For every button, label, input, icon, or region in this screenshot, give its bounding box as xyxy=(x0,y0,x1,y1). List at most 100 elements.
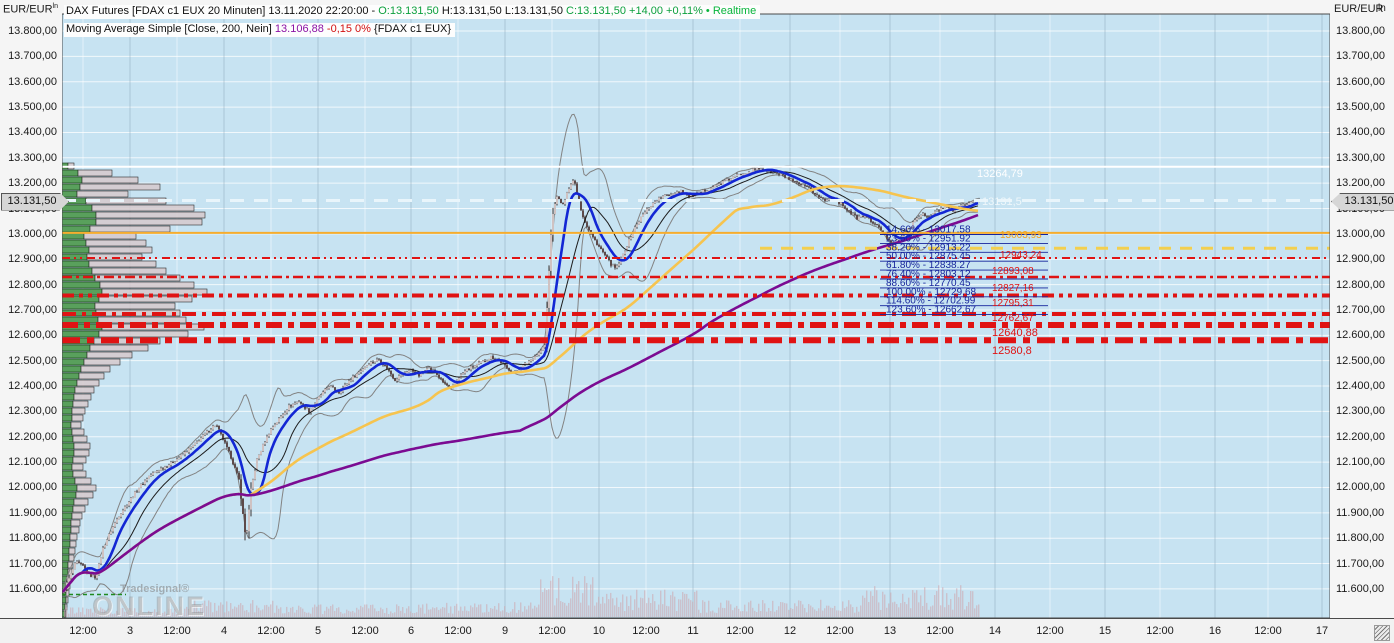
current-price-tag: 13.131,50 xyxy=(1331,192,1394,211)
header-token: DAX Futures [FDAX c1 EUX 20 Minuten] 13.… xyxy=(66,5,379,17)
header-token: L:13.131,50 xyxy=(504,5,567,17)
price-axis-label: 13.600,00 xyxy=(1336,75,1385,88)
price-axis-label: 13.800,00 xyxy=(1336,25,1385,37)
time-axis-label: 12:00 xyxy=(163,625,191,637)
price-axis-label: 12.300,00 xyxy=(1336,405,1385,418)
header-token: O:13.131,50 xyxy=(378,5,442,17)
time-axis-label: 11 xyxy=(687,625,699,637)
fibonacci-level-label: 114.60% - 12702.99 xyxy=(886,296,976,307)
price-axis-label: 12.700,00 xyxy=(1336,303,1385,316)
price-axis-label: 13.700,00 xyxy=(8,50,57,63)
price-axis-label: 12.400,00 xyxy=(8,380,57,393)
level-price-label: 13131,5 xyxy=(982,196,1022,208)
price-axis-label: 12.800,00 xyxy=(1336,278,1385,291)
time-axis-label: 12:00 xyxy=(1036,625,1064,637)
fibonacci-level-label: 123.60% - 12662.67 xyxy=(886,305,977,316)
price-axis-label: 12.000,00 xyxy=(1336,481,1385,494)
time-axis-label: 10 xyxy=(592,625,606,637)
level-price-label: 12943,24 xyxy=(1000,250,1042,261)
price-axis-label: 12.700,00 xyxy=(8,303,57,316)
price-axis-label: 13.000,00 xyxy=(8,227,57,240)
time-axis-label: 16 xyxy=(1208,625,1222,637)
price-axis-label: 12.500,00 xyxy=(8,354,57,367)
header-token: Moving Average Simple [Close, 200, Nein] xyxy=(66,23,275,35)
fibonacci-level-label: 23.60% - 12951.92 xyxy=(886,233,971,244)
fibonacci-level-label: 38.20% - 12913.22 xyxy=(886,242,971,253)
time-axis-label: 12:00 xyxy=(351,625,379,637)
time-axis-label: 3 xyxy=(126,625,134,637)
price-axis-label: 11.900,00 xyxy=(8,506,57,519)
price-axis-title: EUR/EUR xyxy=(1334,3,1384,15)
price-axis-label: 13.200,00 xyxy=(1336,177,1385,190)
time-axis-label: 12:00 xyxy=(69,625,97,637)
chart-properties-icon[interactable] xyxy=(1374,625,1390,641)
price-axis-label: 13.600,00 xyxy=(8,75,57,88)
price-axis-label: 13.000,00 xyxy=(1336,227,1385,240)
time-axis-label: 12:00 xyxy=(444,625,472,637)
fibonacci-level-label: 88.60% - 12770.45 xyxy=(886,278,971,289)
time-axis-label: 12:00 xyxy=(826,625,854,637)
price-axis-label: 12.200,00 xyxy=(1336,430,1385,443)
time-axis-label: 15 xyxy=(1098,625,1112,637)
header-token: 13.106,88 xyxy=(274,23,327,35)
price-axis-label: 13.200,00 xyxy=(8,177,57,190)
time-axis-label: 12:00 xyxy=(257,625,285,637)
time-axis-label: 12:00 xyxy=(538,625,566,637)
header-token: {FDAX c1 EUX} xyxy=(374,23,452,35)
level-price-label: 12640,88 xyxy=(992,327,1038,339)
time-axis-label: 12 xyxy=(783,625,797,637)
header-token: -0,15 0% xyxy=(326,23,375,35)
price-axis-right[interactable]: EUR/EUR 13.800,00 13.700,00 13.600,00 13.50… xyxy=(1330,0,1394,618)
time-axis-label: 13 xyxy=(883,625,897,637)
time-axis-label: 12:00 xyxy=(726,625,754,637)
time-axis-label: 5 xyxy=(314,625,322,637)
header-token: H:13.131,50 xyxy=(441,5,505,17)
time-axis-label: 12:00 xyxy=(632,625,660,637)
price-axis-label: 13.300,00 xyxy=(8,151,57,164)
time-axis[interactable]: 12:00 3 12:00 4 12:00 5 12:00 6 12:00 9 12:00 10 12:… xyxy=(0,618,1394,643)
header-token: • Realtime xyxy=(705,5,757,17)
price-axis-label: 13.300,00 xyxy=(1336,151,1385,164)
price-axis-label: 12.800,00 xyxy=(8,278,57,291)
price-axis-label: 11.800,00 xyxy=(1336,532,1385,545)
fibonacci-level-label: 14.60% - 13017.58 xyxy=(886,225,971,236)
price-axis-label: 11.600,00 xyxy=(1336,582,1385,595)
level-price-label: 13264,79 xyxy=(977,168,1023,180)
price-axis-label: 12.000,00 xyxy=(8,481,57,494)
level-price-label: 12893,08 xyxy=(992,266,1034,277)
header-token: C:13.131,50 xyxy=(566,5,630,17)
price-axis-title: EUR/EURln xyxy=(3,3,58,16)
level-price-label: 13003,93 xyxy=(1000,230,1042,241)
price-axis-left[interactable]: EUR/EURln 13.800,00 13.700,00 13.600,00 13.… xyxy=(0,0,62,618)
price-axis-label: 12.200,00 xyxy=(8,430,57,443)
price-axis-label: 12.500,00 xyxy=(1336,354,1385,367)
price-axis-label: 12.100,00 xyxy=(8,456,57,469)
instrument-ohlc-line: DAX Futures [FDAX c1 EUX 20 Minuten] 13.… xyxy=(64,5,761,19)
header-token: +0,11% xyxy=(666,5,706,17)
indicator-line: Moving Average Simple [Close, 200, Nein]… xyxy=(64,23,456,37)
price-axis-label: 12.100,00 xyxy=(1336,456,1385,469)
price-axis-label: 11.900,00 xyxy=(1336,506,1385,519)
price-axis-label: 12.900,00 xyxy=(1336,253,1385,266)
time-axis-label: 14 xyxy=(988,625,1002,637)
price-axis-label: 13.500,00 xyxy=(8,101,57,114)
time-axis-label: 9 xyxy=(501,625,509,637)
price-axis-label: 11.700,00 xyxy=(1336,557,1385,570)
price-axis-label: 12.300,00 xyxy=(8,405,57,418)
price-axis-label: 12.400,00 xyxy=(1336,380,1385,393)
price-axis-label: 13.700,00 xyxy=(1336,50,1385,63)
level-price-label: 12827,16 xyxy=(992,283,1034,294)
price-axis-label: 11.700,00 xyxy=(8,557,57,570)
level-price-label: 12795,31 xyxy=(992,298,1034,309)
level-price-label: 12762,67 xyxy=(992,313,1034,324)
price-axis-label: 12.600,00 xyxy=(8,329,57,342)
fibonacci-level-label: 50.00% - 12875.45 xyxy=(886,251,971,262)
time-axis-label: 6 xyxy=(407,625,415,637)
time-axis-label: 12:00 xyxy=(1146,625,1174,637)
price-axis-label: 11.800,00 xyxy=(8,532,57,545)
fibonacci-level-label: 76.40% - 12803.12 xyxy=(886,269,971,280)
time-axis-label: 17 xyxy=(1315,625,1329,637)
linear-scale-toggle[interactable]: ln xyxy=(1378,3,1386,14)
